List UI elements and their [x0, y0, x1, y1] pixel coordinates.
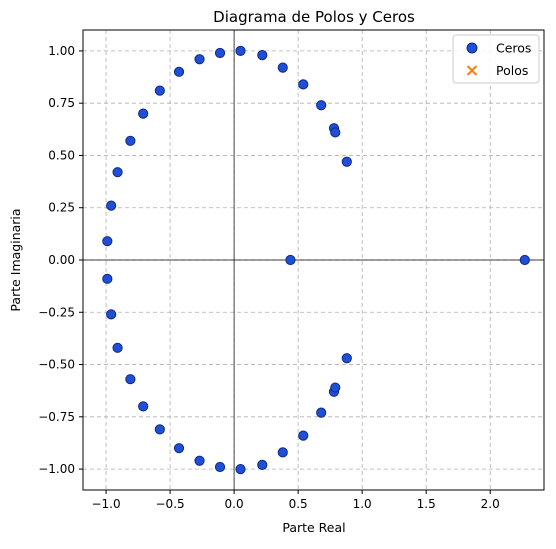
zero-point [257, 459, 268, 471]
legend-label-ceros: Ceros [496, 41, 531, 56]
x-axis-label: Parte Real [282, 520, 345, 535]
y-tick-label: −0.75 [38, 410, 75, 424]
tick-marks: −1.0 −0.5 0.0 0.5 1.0 1.5 2.0 −1.00 −0.75 −0.50 −0… [38, 44, 500, 511]
zero-point [154, 424, 165, 435]
zero-point [138, 108, 149, 119]
x-tick-label: 1.5 [417, 497, 436, 511]
zero-point [102, 236, 113, 247]
legend: Ceros Polos [452, 34, 540, 84]
zero-point [298, 430, 309, 441]
x-tick-label: 0.5 [289, 497, 308, 511]
zero-point [102, 273, 113, 284]
zero-point [112, 167, 123, 178]
x-tick-label: −1.0 [91, 497, 120, 511]
y-axis-label: Parte Imaginaria [8, 208, 23, 311]
zero-point [257, 49, 268, 61]
y-tick-label: −1.00 [38, 462, 75, 476]
legend-marker-ceros [466, 42, 478, 54]
x-tick-label: −0.5 [156, 497, 185, 511]
zero-point [138, 401, 149, 412]
zero-point [194, 54, 205, 65]
zero-point [341, 156, 352, 167]
zero-point [277, 62, 288, 73]
origin-axes [83, 30, 544, 490]
y-tick-label: 0.00 [48, 253, 75, 267]
y-tick-label: −0.25 [38, 305, 75, 319]
zero-point [235, 463, 246, 475]
zero-point [519, 254, 530, 266]
chart-title: Diagrama de Polos y Ceros [213, 8, 415, 26]
zero-point [277, 447, 288, 458]
legend-marker-polos [466, 65, 478, 76]
x-tick-label: 2.0 [481, 497, 500, 511]
y-tick-label: −0.50 [38, 358, 75, 372]
y-tick-label: 0.25 [48, 201, 75, 215]
zero-point [125, 374, 136, 385]
zero-point [330, 382, 341, 393]
x-tick-label: 0.0 [225, 497, 244, 511]
zero-point [106, 309, 117, 320]
y-tick-label: 1.00 [48, 44, 75, 58]
legend-label-polos: Polos [496, 63, 528, 78]
zero-point [316, 407, 327, 418]
y-tick-label: 0.75 [48, 96, 75, 110]
zero-point [330, 127, 341, 138]
data-points [102, 45, 530, 475]
x-tick-label: 1.0 [353, 497, 372, 511]
zero-point [106, 200, 117, 211]
zero-point [173, 443, 185, 454]
zero-point [194, 455, 205, 466]
zero-point [316, 100, 327, 111]
zero-point [154, 85, 165, 96]
zero-point [341, 353, 352, 364]
zero-point [214, 461, 226, 473]
zero-point [173, 66, 185, 77]
zero-point [112, 342, 123, 353]
zero-point [285, 254, 296, 266]
zero-point [214, 47, 226, 59]
y-tick-label: 0.50 [48, 148, 75, 162]
zero-point [125, 135, 136, 146]
zero-point [298, 79, 309, 90]
zero-point [235, 45, 246, 57]
